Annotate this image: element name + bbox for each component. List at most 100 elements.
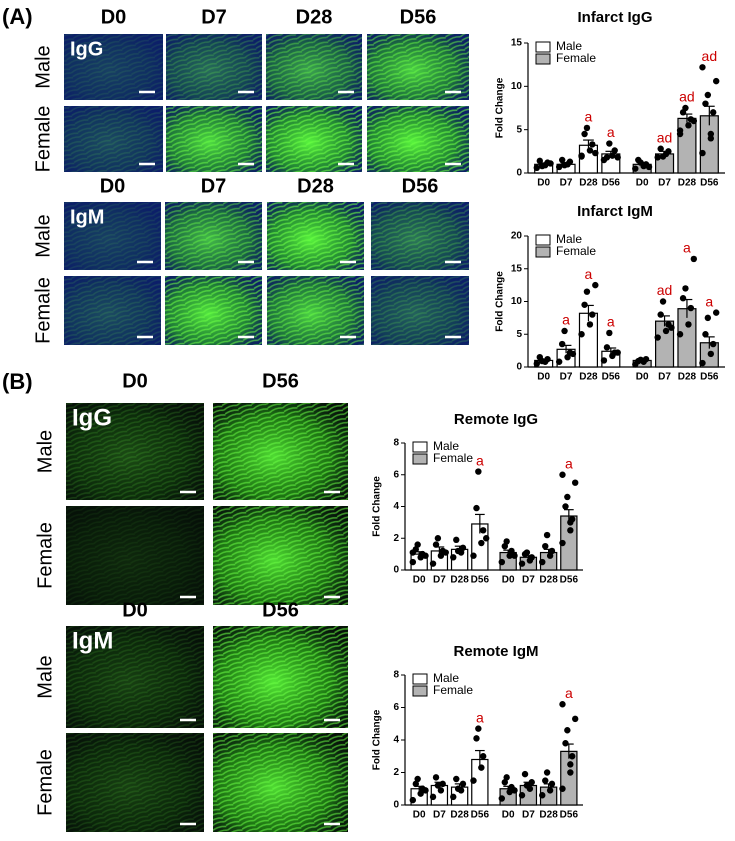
x-tick-label: D7 [658,178,671,189]
significance-label: a [705,293,713,309]
column-header: D56 [262,599,299,621]
x-tick-label: D7 [560,372,573,383]
column-header: D28 [297,175,334,197]
data-point [429,560,437,567]
data-point [600,357,608,364]
data-point [417,790,424,797]
y-tick-label: 5 [516,329,522,340]
data-point [562,503,569,510]
row-label: Female [34,522,56,589]
data-point [606,329,613,337]
data-point [699,64,706,71]
data-point [657,311,664,318]
data-point [713,77,720,85]
data-point [704,314,712,322]
data-point [558,340,566,348]
data-point [685,321,692,328]
data-point [544,355,551,363]
data-point [528,779,535,786]
significance-label: a [683,240,691,256]
row-label: Male [32,214,54,257]
column-header: D7 [201,6,227,28]
data-point [429,793,437,801]
x-tick-label: D56 [471,575,490,586]
data-point [586,147,594,154]
data-point [437,787,445,794]
data-point [558,156,566,164]
data-point [478,764,485,771]
significance-label: a [585,266,593,282]
x-tick-label: D56 [602,372,621,383]
data-point [682,104,689,112]
x-tick-label: D7 [433,575,446,586]
y-tick-label: 15 [511,38,523,49]
data-point [609,152,616,159]
micrograph-fibers [165,276,262,345]
x-tick-label: D0 [636,372,649,383]
data-point [521,770,529,778]
data-point [538,357,546,365]
data-point [459,544,467,551]
x-tick-label: D56 [560,575,579,586]
y-tick-label: 2 [393,767,399,778]
data-point [414,541,421,548]
significance-label: a [476,452,484,468]
data-point [547,160,554,167]
data-point [710,340,717,348]
stain-label: IgM [72,627,113,654]
y-tick-label: 5 [516,124,522,135]
data-point [538,162,546,170]
significance-label: a [565,455,573,471]
legend-label: Male [433,671,459,685]
data-point [498,795,506,802]
data-point [470,777,477,784]
data-point [567,769,574,776]
legend-swatch [535,234,551,246]
legend-swatch [412,453,428,465]
x-tick-label: D7 [658,372,671,383]
data-point [450,793,457,801]
data-point [685,122,692,129]
x-tick-label: D7 [560,178,573,189]
column-header: D0 [101,6,127,28]
significance-label: a [476,709,484,725]
data-point [659,153,667,160]
data-point [450,554,457,561]
data-point [665,148,672,155]
data-point [614,349,621,356]
data-point [583,124,591,132]
stain-label: IgG [72,404,112,431]
y-axis-label: Fold Change [372,476,383,537]
data-point [503,774,510,781]
micrograph-fibers [166,106,262,172]
data-point [432,541,440,548]
data-point [589,311,596,318]
data-point [533,164,540,171]
data-point [409,796,417,804]
data-point [454,547,462,555]
y-tick-label: 0 [393,565,399,576]
y-tick-label: 2 [393,533,399,544]
column-header: D0 [100,175,126,197]
micrograph-fibers [213,403,348,500]
data-point [475,725,482,732]
column-header: D0 [122,599,148,621]
legend-swatch [412,441,428,453]
bar [578,312,598,368]
micrograph-fibers [165,202,262,270]
x-tick-label: D0 [636,178,649,189]
data-point [699,149,706,157]
data-point [475,468,482,475]
data-point [603,344,611,351]
x-tick-label: D7 [522,810,535,821]
data-point [586,321,594,328]
micrograph-fibers [266,106,362,172]
legend-swatch [535,53,551,65]
chart-title: Remote IgM [453,643,538,660]
data-point [578,331,585,338]
column-header: D7 [201,175,227,197]
micrograph-fibers [371,276,469,345]
x-tick-label: D28 [678,372,697,383]
micrograph-fibers [64,106,163,172]
data-point [654,154,661,161]
